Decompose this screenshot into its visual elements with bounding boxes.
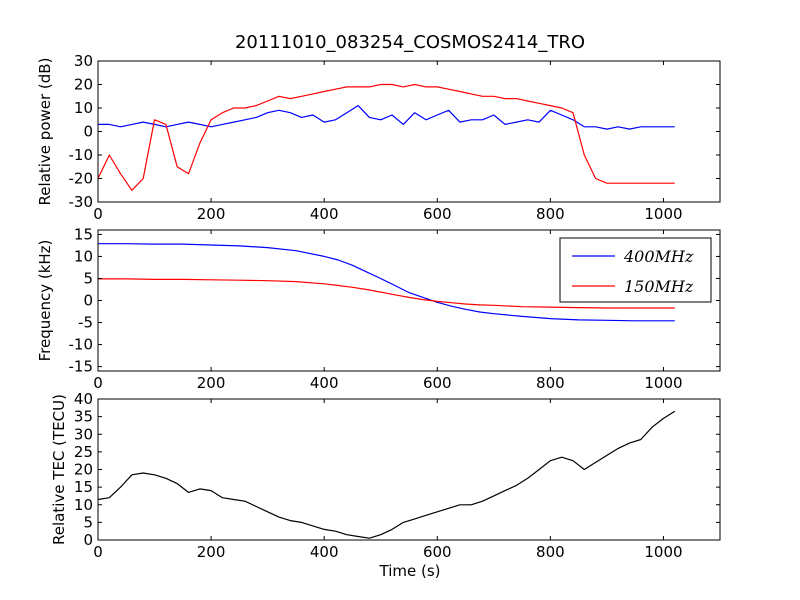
power-series-group [98, 83, 675, 191]
power-x-tick-label: 0 [93, 205, 103, 223]
frequency-y-tick-label: 0 [83, 292, 93, 310]
frequency-y-tick-label: 10 [74, 247, 93, 265]
tec-x-tick-label: 800 [536, 543, 565, 561]
tec-x-tick-label: 200 [197, 543, 226, 561]
chart-title: 20111010_083254_COSMOS2414_TRO [235, 32, 585, 53]
power-x-tick-label: 1000 [644, 205, 682, 223]
tec-x-tick-label: 1000 [644, 543, 682, 561]
frequency-y-axis-label: Frequency (kHz) [36, 240, 54, 362]
power-series-line-0 [98, 104, 675, 130]
tec-y-axis-label: Relative TEC (TECU) [50, 394, 68, 545]
frequency-series-line-0 [98, 243, 675, 322]
power-y-tick-label: 30 [74, 52, 93, 70]
tec-x-tick-label: 400 [310, 543, 339, 561]
power-x-tick-label: 800 [536, 205, 565, 223]
frequency-x-tick-label: 0 [93, 374, 103, 392]
power-x-tick-label: 400 [310, 205, 339, 223]
frequency-legend-box [559, 237, 712, 303]
power-y-tick-label: 0 [83, 123, 93, 141]
tec-x-tick-label: 0 [93, 543, 103, 561]
power-x-tick-label: 600 [423, 205, 452, 223]
power-series-line-1 [98, 83, 675, 191]
frequency-y-tick-label: -15 [69, 358, 94, 376]
power-x-tick-label: 200 [197, 205, 226, 223]
tec-y-tick-label: 0 [83, 531, 93, 549]
frequency-y-tick-label: -10 [69, 336, 94, 354]
frequency-series-line-1 [98, 278, 675, 309]
frequency-x-tick-label: 1000 [644, 374, 682, 392]
tec-series-group [98, 410, 676, 539]
tec-y-tick-label: 10 [74, 496, 93, 514]
x-axis-label: Time (s) [379, 562, 441, 580]
power-y-tick-label: 10 [74, 99, 93, 117]
power-y-axis-label: Relative power (dB) [36, 58, 54, 206]
tec-y-tick-label: 15 [74, 478, 93, 496]
frequency-y-tick-label: 5 [83, 269, 93, 287]
tec-y-tick-label: 35 [74, 408, 93, 426]
tec-y-tick-label: 30 [74, 425, 93, 443]
tec-x-tick-label: 600 [423, 543, 452, 561]
power-y-tick-label: -30 [69, 193, 94, 211]
power-y-tick-label: -20 [69, 170, 94, 188]
frequency-x-tick-label: 400 [310, 374, 339, 392]
frequency-y-tick-label: -5 [78, 314, 93, 332]
frequency-panel: 0 200 400 600 800 1000 -15 -10 -5 0 5 10 15 Frequency… [36, 225, 721, 392]
power-panel: 0 200 400 600 800 1000 -30 -20 -10 0 10 20 30 Relativ… [36, 52, 721, 223]
tec-series-line-0 [98, 410, 676, 539]
power-y-tick-label: 20 [74, 76, 93, 94]
frequency-x-tick-label: 800 [536, 374, 565, 392]
frequency-y-tick-label: 15 [74, 225, 93, 243]
frequency-x-tick-label: 600 [423, 374, 452, 392]
tec-y-tick-label: 40 [74, 390, 93, 408]
frequency-series-group [98, 243, 675, 322]
tec-y-tick-label: 5 [83, 513, 93, 531]
tec-y-tick-label: 25 [74, 443, 93, 461]
legend-label-1: 150MHz [624, 277, 694, 296]
tec-y-tick-label: 20 [74, 461, 93, 479]
legend-label-0: 400MHz [623, 247, 694, 266]
power-y-tick-label: -10 [69, 146, 94, 164]
frequency-x-tick-label: 200 [197, 374, 226, 392]
